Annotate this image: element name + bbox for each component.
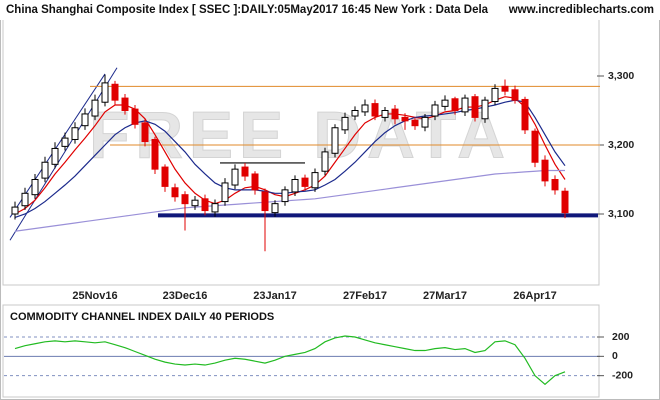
candle-body <box>511 89 519 101</box>
candle-body <box>151 138 159 170</box>
candle-body <box>501 85 509 92</box>
candle-body <box>161 166 169 187</box>
x-tick-label: 25Nov16 <box>72 290 117 302</box>
x-tick-label: 26Apr17 <box>513 290 556 302</box>
candle-body <box>191 199 199 207</box>
candle-body <box>21 192 29 207</box>
y-tick-label: 200 <box>612 331 630 343</box>
candle-body <box>411 119 419 127</box>
candle-body <box>91 99 99 117</box>
candle-body <box>491 87 499 103</box>
candle-body <box>181 194 189 205</box>
candle-body <box>521 98 529 131</box>
candle-body <box>281 189 289 203</box>
candle-body <box>341 116 349 131</box>
y-tick-label: 3,300 <box>608 70 634 82</box>
candle-body <box>401 116 409 122</box>
candle-body <box>71 127 79 140</box>
x-tick-label: 23Dec16 <box>163 290 208 302</box>
candle-body <box>31 179 39 196</box>
candle-body <box>561 190 569 214</box>
candle-body <box>251 173 259 191</box>
candle-body <box>391 108 399 120</box>
candle-body <box>441 99 449 107</box>
candle-body <box>51 147 59 165</box>
candle-body <box>321 151 329 172</box>
candle-body <box>421 116 429 128</box>
candle-body <box>301 177 309 187</box>
cci-line <box>14 335 566 386</box>
candle-body <box>531 130 539 163</box>
source-bg <box>495 0 660 20</box>
overlay-line <box>9 67 118 241</box>
candle-body <box>431 104 439 117</box>
candle-body <box>81 113 89 127</box>
chart-title: China Shanghai Composite Index [ SSEC ]:… <box>6 4 489 16</box>
cci-panel <box>2 304 600 398</box>
candle-body <box>171 187 179 198</box>
y-tick-label: -200 <box>612 369 633 381</box>
candle-body <box>41 161 49 179</box>
candle-body <box>111 83 119 101</box>
candle-body <box>271 203 279 214</box>
x-tick-label: 23Jan17 <box>253 290 296 302</box>
candle-body <box>121 97 129 112</box>
candle-body <box>61 137 69 147</box>
candle-body <box>221 182 229 203</box>
x-tick-label: 27Mar17 <box>423 290 467 302</box>
candle-body <box>481 99 489 120</box>
y-tick-label: 3,200 <box>608 139 634 151</box>
candle-body <box>131 108 139 125</box>
candle-body <box>331 127 339 154</box>
cci-title: COMMODITY CHANNEL INDEX DAILY 40 PERIODS <box>10 311 274 323</box>
candle-body <box>471 96 479 118</box>
y-tick-label: 0 <box>612 350 618 362</box>
candle-body <box>291 179 299 193</box>
candle-body <box>351 110 359 117</box>
candle-body <box>141 122 149 143</box>
candle-body <box>241 166 249 177</box>
candle-body <box>451 98 459 111</box>
candle-body <box>101 82 109 103</box>
candle-body <box>461 97 469 113</box>
candle-body <box>541 159 549 182</box>
candle-body <box>311 172 319 189</box>
x-tick-label: 27Feb17 <box>343 290 387 302</box>
candle-body <box>231 168 239 186</box>
moving-average <box>14 169 565 232</box>
source: www.incrediblecharts.com <box>508 4 654 16</box>
candle-body <box>261 191 269 212</box>
y-tick-label: 3,100 <box>608 208 634 220</box>
candle-body <box>371 103 379 117</box>
candle-body <box>381 110 389 118</box>
candle-body <box>361 104 369 113</box>
candle-body <box>11 206 19 215</box>
candle-body <box>551 179 559 191</box>
candle-body <box>201 198 209 212</box>
candle-body <box>211 203 219 213</box>
